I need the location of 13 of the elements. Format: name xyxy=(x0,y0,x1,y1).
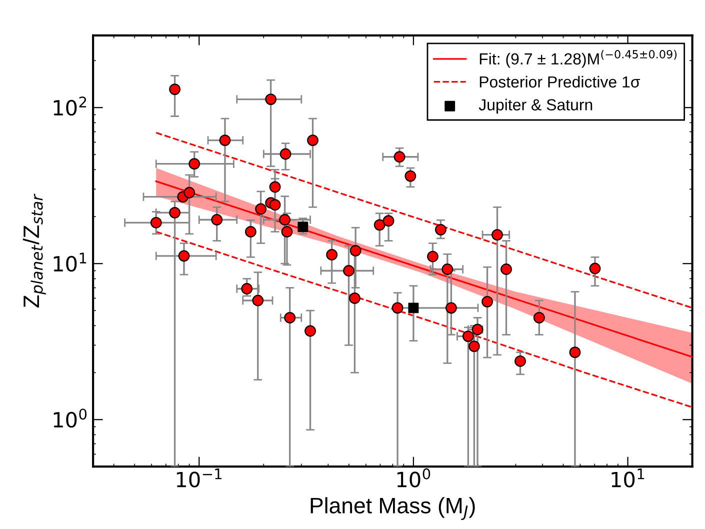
line-series xyxy=(155,230,692,408)
x-axis-title: Planet Mass (M$_{J}$) xyxy=(310,497,475,520)
x-tick-label: 10$^{−1}$ xyxy=(176,468,222,488)
legend-label: Jupiter & Saturn xyxy=(478,98,592,114)
legend-label: Fit: (9.7 ± 1.28)M$^{(−0.45±0.09)}$ xyxy=(480,50,677,68)
line-series xyxy=(155,132,692,309)
legend-label: Posterior Predictive 1σ xyxy=(480,76,640,88)
x-tick-label: 10$^{1}$ xyxy=(612,468,644,488)
y-tick-label: 10$^{2}$ xyxy=(54,96,86,116)
x-tick-label: 10$^{0}$ xyxy=(397,468,430,488)
y-tick-label: 10$^{0}$ xyxy=(54,408,87,428)
y-axis-title: Z$_{planet}$/Z$_{star}$ xyxy=(22,194,46,308)
y-tick-label: 10$^{1}$ xyxy=(54,252,86,272)
